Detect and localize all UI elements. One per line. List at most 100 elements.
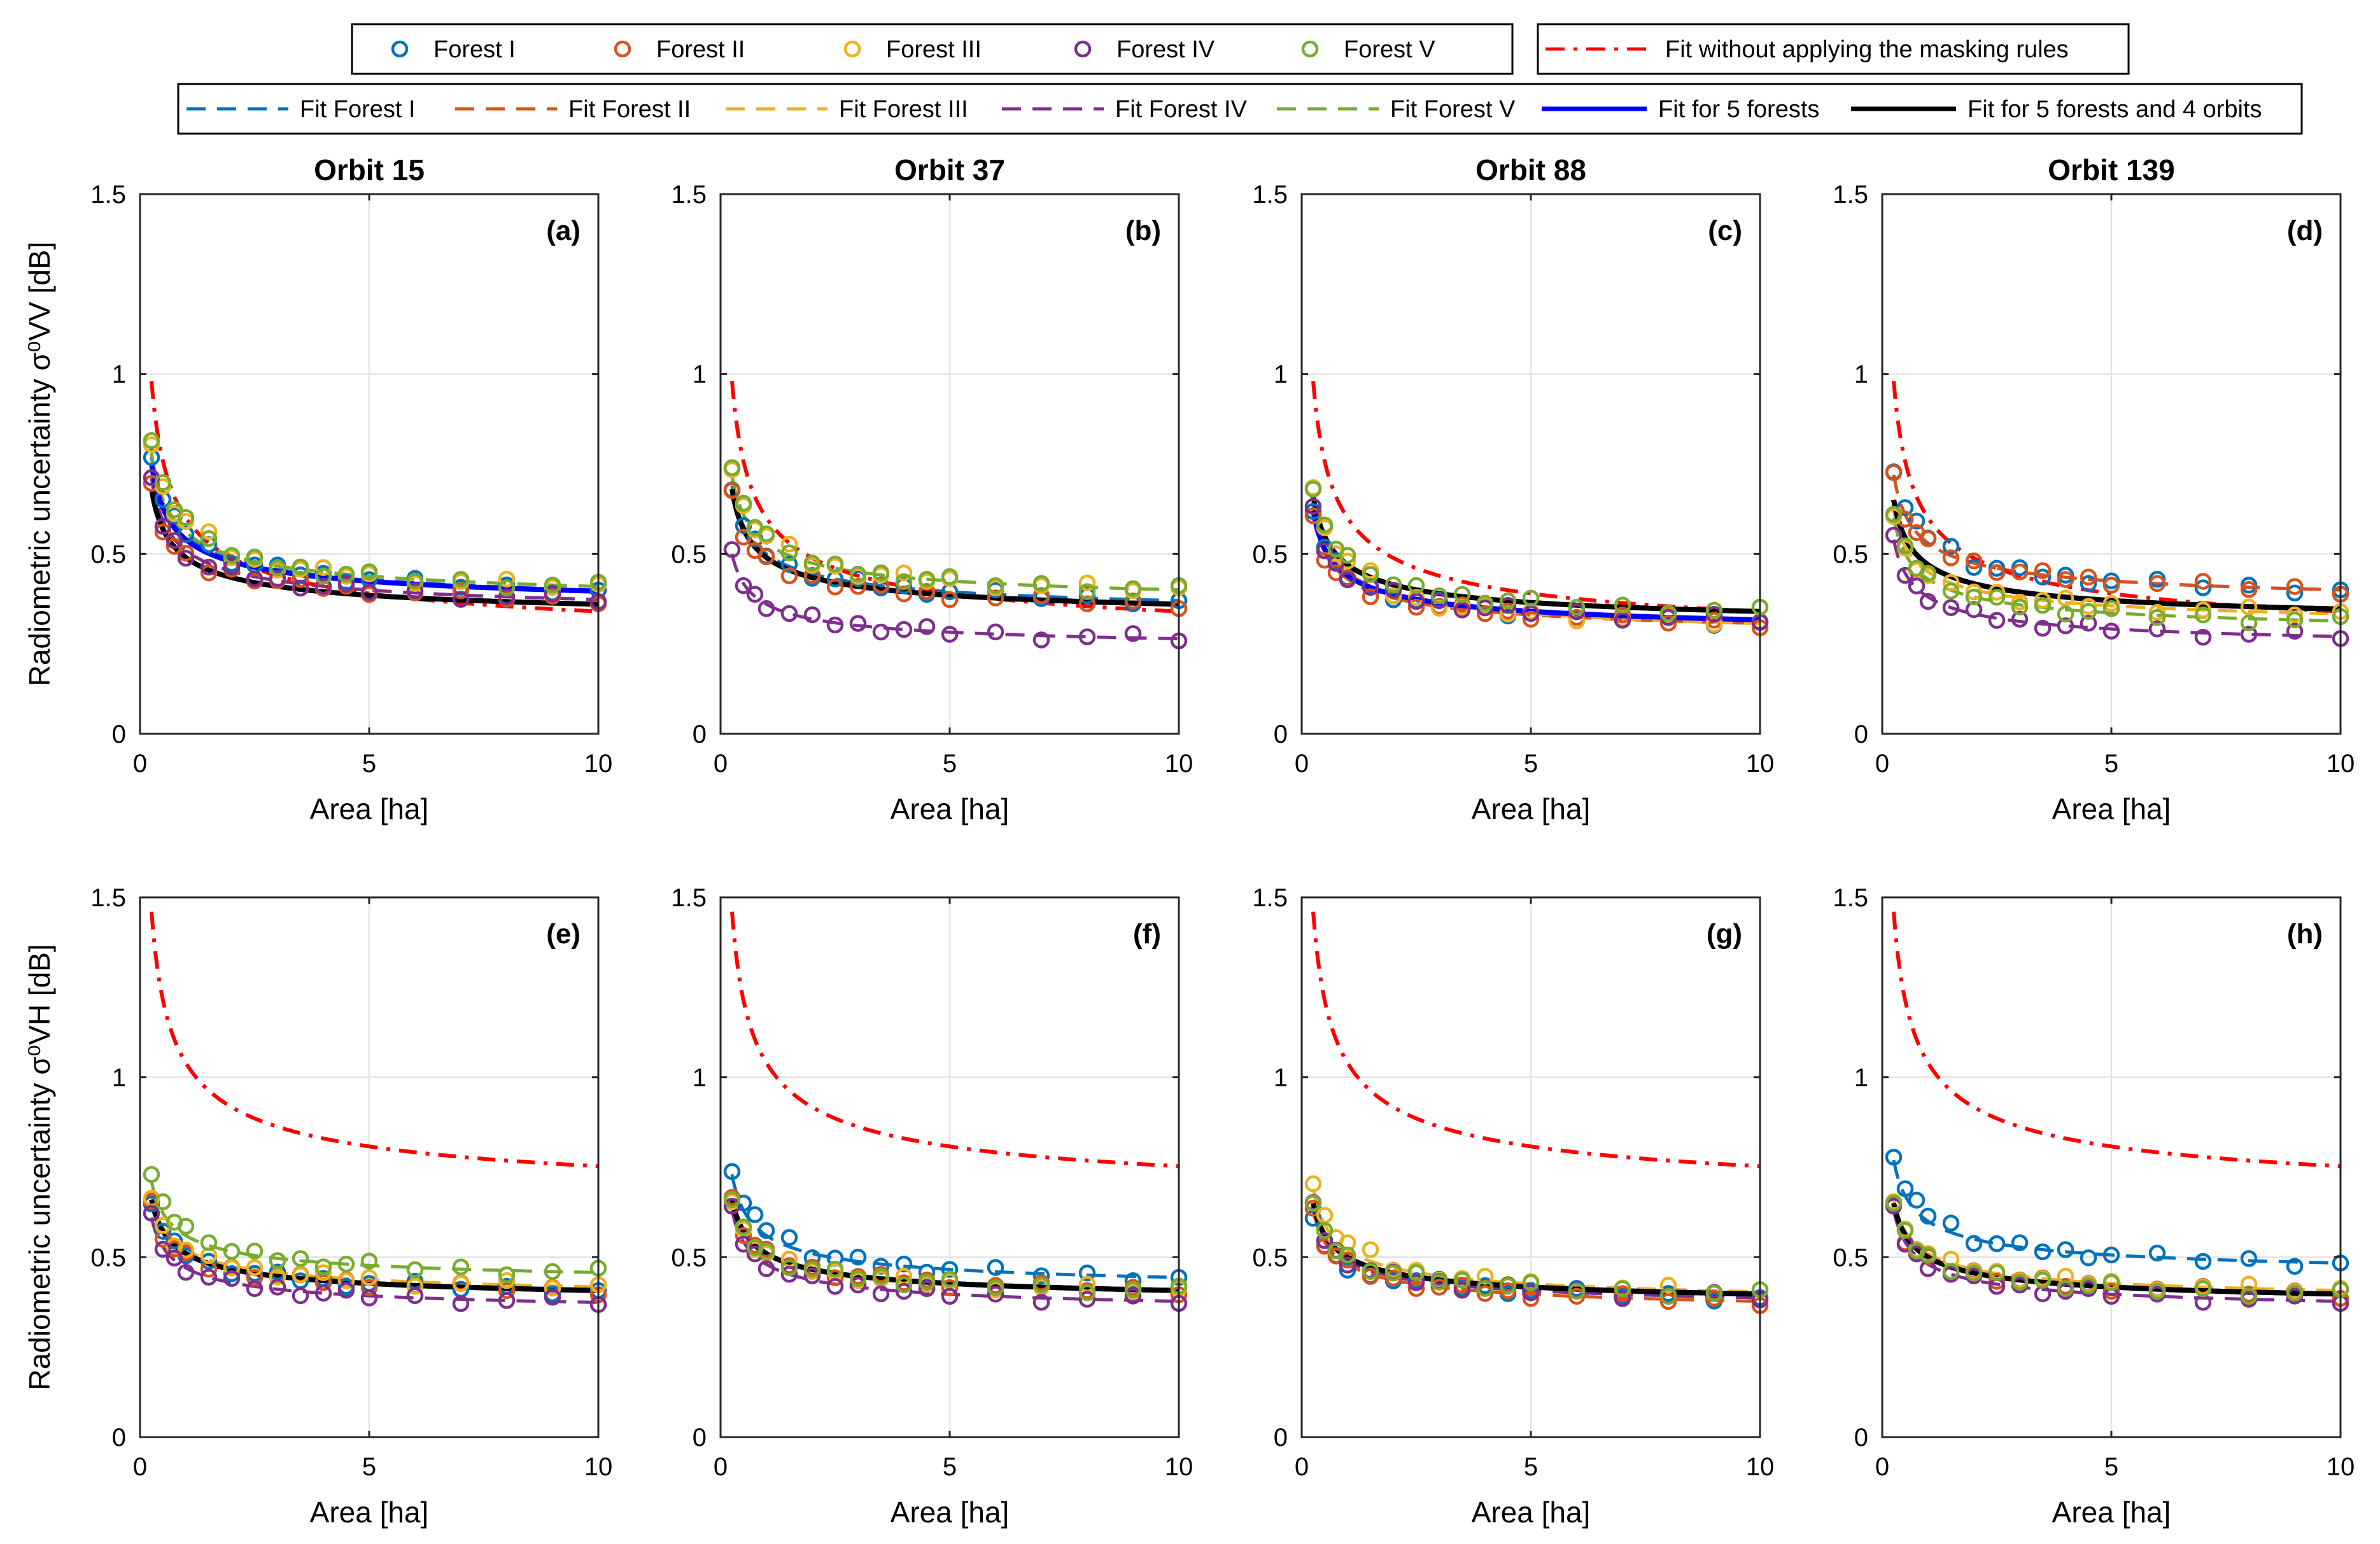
y-tick-label: 0.5 [1833,1244,1868,1272]
data-point-f4 [1614,1290,1631,1307]
data-point-f4 [1522,1284,1540,1302]
data-point-f5 [757,1243,775,1260]
data-point-f5 [360,563,378,580]
data-point-f2 [1032,587,1050,605]
x-tick-label: 10 [584,750,613,778]
data-point-f5 [895,1276,913,1294]
data-point-f5 [757,525,775,542]
data-point-f4 [1316,542,1334,559]
data-point-f3 [1965,583,1983,601]
data-point-f3 [2034,592,2052,609]
data-point-f1 [872,1258,890,1275]
data-point-f4 [826,616,844,634]
data-point-f4 [2286,622,2304,640]
data-point-f4 [1032,1293,1050,1311]
data-point-f4 [872,623,890,641]
data-point-f4 [2011,610,2029,628]
data-point-f1 [2240,1250,2258,1267]
data-point-f2 [1430,1279,1448,1296]
data-point-f1 [2194,579,2212,596]
x-tick-label: 10 [2327,750,2355,778]
data-point-f3 [2011,593,2029,611]
x-tick-label: 0 [133,750,147,778]
data-point-f5 [154,1193,172,1211]
panel-d: 0 5 10 0 0.5 1 1.5 Area [ha] Orbit 139 (d) [1833,153,2355,825]
data-point-f3 [1339,552,1356,570]
data-point-f5 [1568,598,1586,616]
data-point-f5 [292,558,309,576]
data-point-f5 [2011,598,2029,616]
data-point-f2 [987,589,1004,607]
data-point-f5 [2148,1282,2166,1300]
y-tick-label: 1.5 [90,181,126,209]
panel-label: (c) [1708,215,1742,246]
data-point-f1 [1988,1235,2006,1253]
data-point-f5 [1659,605,1677,622]
x-tick-label: 5 [943,1453,957,1481]
data-point-f1 [1908,512,1926,530]
data-point-f5 [780,544,798,561]
data-point-f5 [1078,1284,1096,1302]
data-point-f4 [246,570,264,587]
data-point-f3 [269,1268,286,1286]
data-point-f5 [2148,608,2166,626]
data-point-f3 [2080,598,2097,615]
y-tick-label: 1.5 [1833,884,1868,912]
data-point-f5 [1124,580,1142,598]
data-point-f5 [735,1218,752,1236]
data-point-f2 [2148,575,2166,593]
y-tick-label: 0 [1274,720,1288,748]
legend-label: Forest II [656,36,745,63]
y-tick-label: 1 [1274,1064,1288,1092]
data-point-f3 [2240,598,2258,616]
data-point-f5 [1885,1195,1903,1212]
data-point-f3 [314,559,332,577]
data-point-f4 [723,1197,741,1215]
data-point-f2 [1362,1268,1379,1285]
data-point-f5 [987,577,1004,594]
data-point-f2 [452,582,470,600]
data-point-f1 [2011,1234,2029,1251]
data-point-f5 [337,1255,355,1273]
data-point-f4 [1942,599,1960,617]
data-point-f2 [1522,610,1540,628]
data-point-f5 [803,1261,821,1278]
fit-line-nomask [150,911,599,1169]
data-point-f4 [269,1279,286,1296]
data-point-f4 [314,1284,332,1302]
data-point-f4 [1430,592,1448,610]
y-tick-label: 1.5 [1833,181,1868,209]
data-point-f2 [780,567,798,584]
data-point-f5 [872,564,890,582]
x-axis-label: Area [ha] [891,792,1010,825]
data-point-f4 [757,1260,775,1277]
data-point-f1 [200,1253,218,1270]
data-point-f4 [1453,1281,1471,1299]
data-point-f2 [895,585,913,603]
data-point-f5 [723,459,741,476]
data-point-f2 [941,1279,959,1296]
data-point-f2 [757,548,775,566]
data-point-f1 [1942,1214,1960,1232]
data-point-f3 [498,570,516,588]
data-point-f1 [2194,1253,2212,1270]
data-point-f4 [849,1276,867,1294]
data-point-f5 [2286,611,2304,629]
data-point-f5 [1919,1246,1937,1264]
data-point-f1 [780,1229,798,1246]
y-tick-label: 1.5 [671,884,707,912]
data-point-f1 [895,1255,913,1273]
y-tick-label: 1.5 [1252,181,1288,209]
legend-label: Fit Forest III [839,96,968,123]
data-point-f5 [1614,596,1631,614]
x-tick-label: 5 [2104,750,2118,778]
data-point-f5 [849,565,867,583]
y-tick-label: 0 [1274,1424,1288,1452]
data-point-f4 [1124,625,1142,642]
data-point-f4 [498,1292,516,1309]
data-point-f3 [200,523,218,540]
data-point-f5 [1965,588,1983,606]
data-point-f4 [223,1270,241,1287]
